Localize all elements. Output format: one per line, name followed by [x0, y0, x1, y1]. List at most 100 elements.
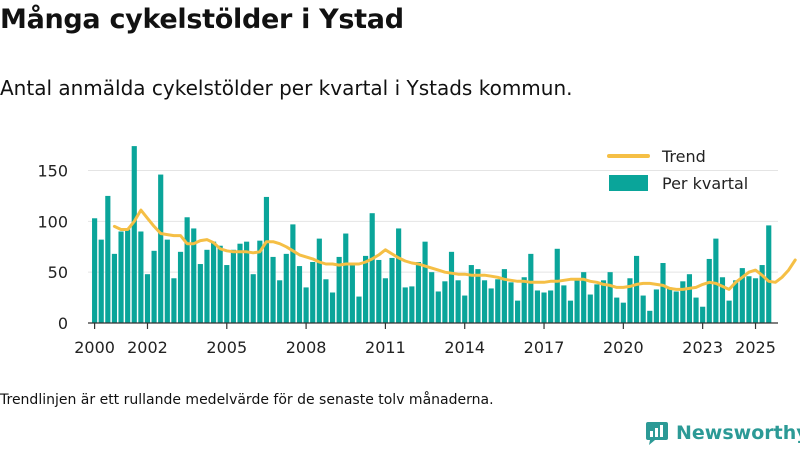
- y-tick-label: 50: [48, 263, 68, 282]
- bar: [144, 274, 151, 323]
- bar: [508, 282, 514, 323]
- x-axis-ticks: 2000 2002 2005 2008 2011 2014 2017 2020 2023 2025: [74, 323, 776, 357]
- bar: [204, 249, 210, 323]
- bar: [164, 239, 170, 323]
- bar: [667, 287, 673, 323]
- bar: [118, 231, 124, 323]
- bar: [435, 291, 441, 323]
- bar: [415, 262, 422, 323]
- bar: [620, 302, 626, 323]
- y-axis-labels: 0 50 100 150: [37, 162, 68, 334]
- bar: [759, 265, 765, 323]
- bar: [733, 280, 739, 323]
- bar: [607, 272, 613, 323]
- bar: [270, 256, 276, 323]
- bar: [706, 258, 712, 323]
- bar: [574, 279, 580, 323]
- bar: [739, 268, 745, 323]
- bar: [548, 290, 554, 323]
- bar: [382, 278, 388, 323]
- x-tick-label: 2011: [365, 338, 406, 357]
- footnote: Trendlinjen är ett rullande medelvärde f…: [0, 392, 494, 408]
- bar: [515, 300, 521, 323]
- x-tick-label: 2000: [74, 338, 115, 357]
- bar: [230, 249, 236, 323]
- bar: [98, 239, 104, 323]
- bar: [475, 269, 481, 323]
- bar: [151, 250, 157, 323]
- bar: [343, 233, 349, 323]
- bar: [455, 280, 461, 323]
- x-tick-label: 2014: [444, 338, 485, 357]
- bar: [277, 280, 283, 323]
- x-tick-label: 2005: [206, 338, 247, 357]
- bar: [177, 251, 184, 323]
- legend: Trend Per kvartal: [607, 147, 748, 193]
- bar: [296, 266, 303, 323]
- bar: [488, 288, 494, 323]
- bar: [224, 265, 230, 323]
- bar: [197, 264, 203, 323]
- x-tick-label: 2025: [735, 338, 776, 357]
- bar: [244, 241, 250, 323]
- y-tick-label: 100: [37, 212, 68, 231]
- bar: [376, 259, 382, 323]
- bar: [680, 281, 686, 323]
- bar: [402, 287, 408, 323]
- bar: [263, 196, 270, 323]
- bar: [581, 272, 587, 323]
- y-tick-label: 150: [37, 162, 68, 181]
- bar: [171, 278, 177, 323]
- bar: [442, 281, 448, 323]
- x-tick-label: 2017: [524, 338, 565, 357]
- bar: [627, 278, 633, 323]
- bar: [673, 291, 679, 323]
- chart-subtitle: Antal anmälda cykelstölder per kvartal i…: [0, 76, 573, 100]
- legend-bar-swatch: [609, 175, 648, 191]
- y-tick-label: 0: [58, 314, 68, 333]
- bar: [303, 287, 309, 323]
- brand-logo: Newsworthy: [644, 419, 800, 447]
- x-tick-label: 2002: [127, 338, 168, 357]
- x-tick-label: 2023: [682, 338, 723, 357]
- bar: [329, 292, 336, 323]
- x-tick-label: 2008: [286, 338, 327, 357]
- x-tick-label: 2020: [603, 338, 644, 357]
- bar: [554, 248, 560, 323]
- bar: [125, 229, 131, 323]
- bar: [191, 228, 197, 323]
- bar: [600, 280, 607, 323]
- bar: [356, 296, 362, 323]
- bar: [495, 279, 501, 323]
- bar: [752, 278, 759, 323]
- bar: [521, 277, 527, 323]
- bar: [719, 277, 726, 323]
- bar: [528, 253, 534, 323]
- bar: [217, 245, 223, 323]
- bar: [158, 174, 164, 323]
- bar: [633, 255, 640, 323]
- bar: [534, 290, 541, 323]
- bar: [587, 294, 593, 323]
- bar: [693, 297, 699, 323]
- trend-line: [112, 208, 797, 291]
- bar: [363, 255, 369, 323]
- bar: [594, 284, 600, 323]
- bar: [462, 295, 468, 323]
- bar: [647, 310, 653, 323]
- bar: [349, 265, 355, 323]
- chart-title: Många cykelstölder i Ystad: [0, 4, 404, 35]
- bar: [614, 297, 620, 323]
- bar: [422, 241, 428, 323]
- bar: [250, 274, 256, 323]
- bar: [92, 218, 98, 323]
- bar: [316, 238, 322, 323]
- bar: [210, 241, 217, 323]
- bar: [713, 238, 719, 323]
- bar: [283, 253, 289, 323]
- bar: [138, 231, 144, 323]
- bar: [336, 256, 342, 323]
- bar: [468, 265, 474, 323]
- bar: [660, 263, 666, 323]
